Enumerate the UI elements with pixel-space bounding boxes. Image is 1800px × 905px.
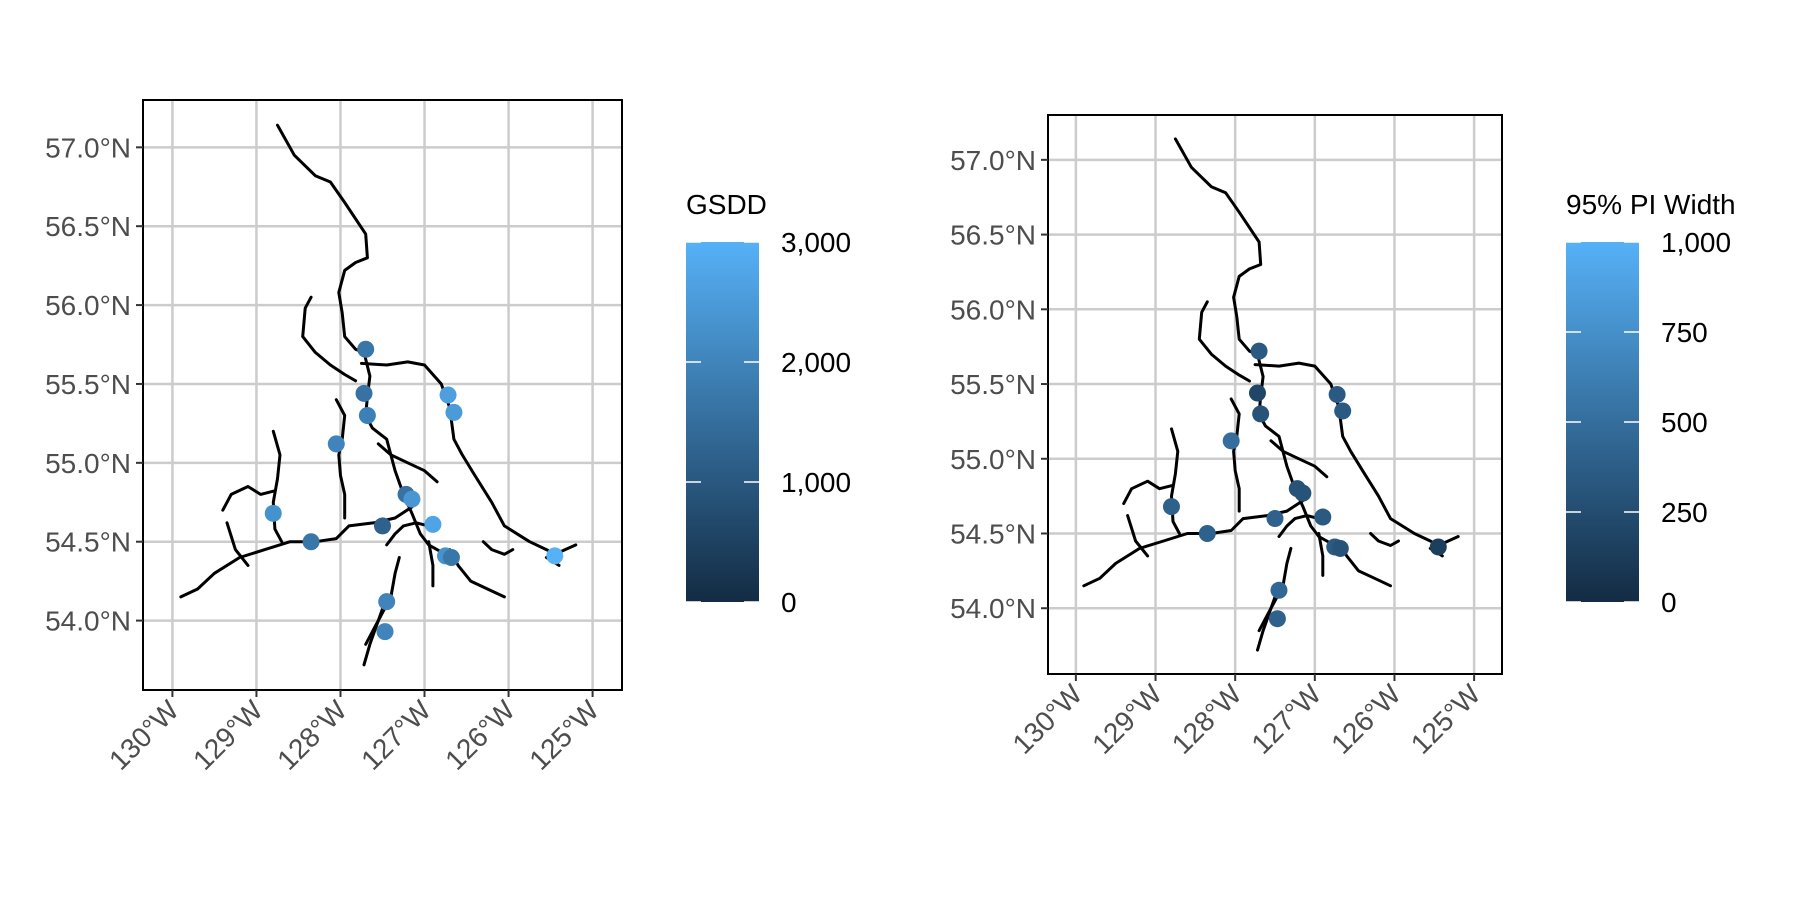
site-point — [1268, 610, 1286, 628]
river-line — [221, 485, 275, 512]
y-tick-label: 56.0°N — [950, 294, 1036, 325]
site-point — [1250, 342, 1268, 360]
site-point — [327, 435, 345, 453]
y-tick-label: 54.5°N — [950, 519, 1036, 550]
pi-width-map: 54.0°N 54.5°N 55.0°N 55.5°N 56.0°N 56.5°N 57.0… — [950, 114, 1736, 760]
site-point — [357, 340, 375, 358]
gsdd-map: 54.0°N 54.5°N 55.0°N 55.5°N 56.0°N 56.5°N 57.0… — [45, 99, 851, 776]
site-point — [355, 384, 373, 402]
colorbar-label: 0 — [781, 587, 797, 618]
river-line — [1229, 397, 1241, 513]
site-point — [1429, 538, 1447, 556]
site-point — [1328, 386, 1346, 403]
site-point — [1252, 405, 1270, 423]
river-line — [1122, 479, 1173, 506]
river-line — [360, 360, 578, 556]
colorbar-label: 750 — [1661, 317, 1708, 348]
site-point — [1294, 484, 1312, 502]
site-point — [1162, 498, 1180, 516]
site-point — [1331, 539, 1349, 557]
y-tick-label: 55.0°N — [45, 448, 131, 479]
y-tick-label: 57.0°N — [45, 132, 131, 163]
site-point — [403, 490, 421, 508]
y-tick-label: 55.0°N — [950, 444, 1036, 475]
river-line — [1126, 514, 1150, 558]
x-tick-label: 125°W — [523, 694, 605, 776]
site-point — [546, 547, 564, 565]
colorbar-legend: 95% PI Width 0 250 500 750 1,000 — [1566, 189, 1736, 618]
y-tick-label: 56.0°N — [45, 290, 131, 321]
site-point — [376, 623, 394, 641]
site-point — [442, 548, 460, 566]
y-tick-label: 56.5°N — [45, 211, 131, 242]
legend-title: 95% PI Width — [1566, 189, 1736, 220]
x-tick-label: 130°W — [103, 694, 185, 776]
panel-background — [143, 100, 622, 690]
river-line — [1277, 514, 1321, 538]
site-point — [378, 593, 396, 611]
river-line — [225, 521, 250, 567]
river-line — [301, 295, 358, 383]
y-tick-label: 54.5°N — [45, 527, 131, 558]
colorbar-label: 500 — [1661, 407, 1708, 438]
river-line — [334, 398, 347, 520]
site-point — [264, 504, 282, 522]
colorbar-label: 1,000 — [781, 467, 851, 498]
river-line — [385, 521, 431, 547]
y-tick-label: 55.5°N — [45, 369, 131, 400]
site-point — [358, 407, 376, 425]
panel-border — [142, 99, 623, 691]
site-point — [1198, 525, 1216, 543]
river-line — [271, 429, 284, 544]
y-tick-label: 56.5°N — [950, 220, 1036, 251]
site-point — [1222, 432, 1240, 450]
x-tick-label: 125°W — [1405, 678, 1487, 760]
site-point — [374, 517, 391, 535]
x-tick-label: 127°W — [1246, 678, 1328, 760]
x-tick-label: 126°W — [439, 694, 521, 776]
y-tick-label: 57.0°N — [950, 145, 1036, 176]
colorbar-legend: GSDD 0 1,000 2,000 3,000 — [686, 189, 851, 618]
site-point — [1314, 508, 1332, 526]
colorbar-label: 250 — [1661, 497, 1708, 528]
legend-title: GSDD — [686, 189, 767, 220]
site-point — [1266, 510, 1284, 528]
river-line — [376, 442, 439, 484]
site-point — [424, 515, 442, 533]
x-tick-label: 129°W — [1086, 678, 1168, 760]
y-tick-label: 54.0°N — [950, 593, 1036, 624]
colorbar — [686, 242, 759, 602]
x-tick-label: 126°W — [1325, 678, 1407, 760]
y-tick-label: 54.0°N — [45, 606, 131, 637]
panel-border — [1047, 114, 1503, 675]
panel-background — [1048, 115, 1502, 674]
y-tick-label: 55.5°N — [950, 369, 1036, 400]
colorbar-label: 3,000 — [781, 227, 851, 258]
river-line — [1170, 427, 1181, 535]
river-line — [1269, 439, 1329, 479]
x-tick-label: 130°W — [1007, 678, 1089, 760]
river-line — [1317, 532, 1325, 577]
river-line — [1253, 361, 1460, 547]
site-point — [1270, 581, 1288, 599]
x-tick-label: 129°W — [187, 694, 269, 776]
site-point — [302, 533, 320, 551]
colorbar-label: 0 — [1661, 587, 1677, 618]
river-line — [1369, 532, 1400, 547]
colorbar-label: 1,000 — [1661, 227, 1731, 258]
site-point — [1248, 384, 1266, 402]
x-tick-label: 127°W — [355, 694, 437, 776]
river-line — [481, 540, 515, 556]
river-line — [1197, 300, 1251, 383]
site-point — [445, 403, 463, 421]
x-tick-label: 128°W — [271, 694, 353, 776]
x-tick-label: 128°W — [1166, 678, 1248, 760]
site-point — [439, 386, 457, 404]
site-point — [1334, 402, 1352, 420]
river-line — [427, 540, 435, 588]
colorbar-label: 2,000 — [781, 347, 851, 378]
